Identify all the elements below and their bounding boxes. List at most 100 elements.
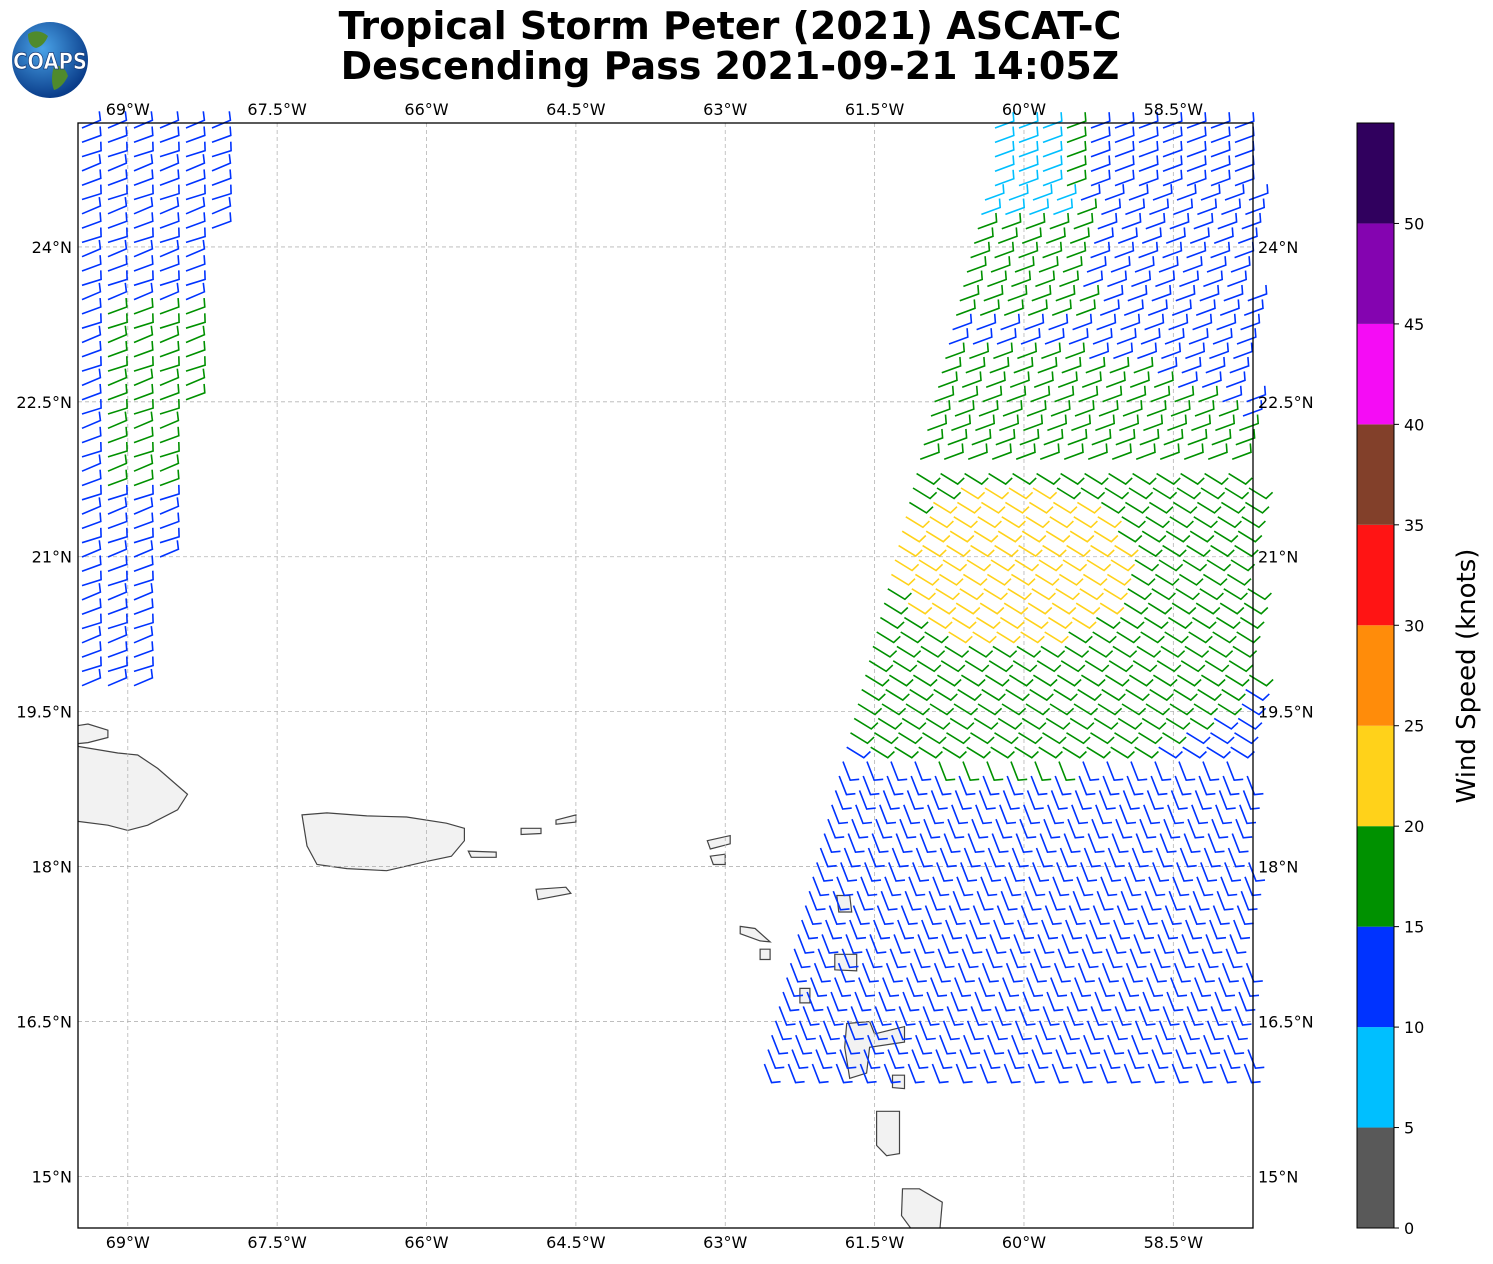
wind-barb — [869, 934, 887, 954]
wind-barb — [1207, 833, 1225, 854]
wind-barb — [940, 660, 966, 673]
wind-barb — [977, 516, 1002, 529]
wind-barb — [1042, 241, 1063, 259]
wind-barb — [1018, 732, 1043, 745]
wind-barb — [1233, 919, 1251, 940]
wind-barb — [1237, 717, 1263, 730]
wind-barb — [1102, 385, 1123, 403]
wind-barb — [1122, 400, 1143, 417]
wind-barb — [1090, 241, 1111, 259]
wind-barb — [1042, 544, 1067, 558]
wind-barb — [1074, 790, 1092, 810]
wind-barb — [81, 626, 102, 644]
wind-barb — [1177, 948, 1195, 969]
wind-barb — [1107, 270, 1128, 288]
wind-barb — [107, 454, 128, 472]
wind-barb — [911, 1049, 929, 1070]
wind-barb — [1188, 328, 1209, 345]
wind-barb — [881, 703, 907, 716]
wind-barb — [1083, 847, 1101, 868]
wind-barb — [1170, 400, 1191, 417]
wind-barb — [994, 169, 1015, 187]
land-hispaniola — [78, 723, 189, 832]
wind-barb — [935, 588, 960, 601]
wind-barb — [1156, 660, 1182, 673]
wind-barb — [159, 411, 180, 430]
wind-barb — [1001, 212, 1022, 230]
wind-barb — [1011, 847, 1029, 868]
wind-barb — [81, 454, 102, 472]
wind-barb — [1080, 862, 1098, 882]
wind-barb — [81, 656, 102, 673]
wind-barb — [1225, 948, 1243, 969]
wind-barb — [1025, 212, 1046, 230]
wind-barb — [1227, 270, 1248, 288]
wind-barb — [994, 241, 1015, 259]
wind-barb — [1066, 112, 1087, 129]
wind-barb — [990, 256, 1011, 273]
wind-barb — [995, 818, 1013, 839]
wind-barb — [1162, 126, 1183, 144]
wind-barb — [159, 469, 180, 487]
wind-barb — [1018, 112, 1039, 129]
wind-barb — [1162, 732, 1187, 745]
wind-barb — [879, 804, 897, 825]
wind-barb — [107, 126, 128, 144]
wind-barb — [107, 282, 128, 301]
wind-barb — [133, 512, 154, 530]
wind-barb — [984, 184, 1005, 201]
wind-barb — [159, 527, 180, 544]
wind-barb — [887, 588, 912, 601]
wind-barb — [1001, 516, 1026, 529]
wind-barb — [856, 890, 874, 911]
wind-barb — [1190, 991, 1208, 1012]
wind-barb — [1176, 184, 1197, 201]
wind-barb — [185, 270, 206, 287]
wind-barb — [1011, 270, 1032, 288]
wind-barb — [1018, 126, 1039, 144]
wind-barb — [1122, 790, 1140, 810]
wind-barb — [1137, 919, 1155, 940]
wind-barb — [1044, 328, 1065, 345]
wind-barb — [810, 977, 828, 998]
wind-barb — [1013, 934, 1031, 954]
wind-barb — [951, 414, 972, 432]
colorbar-tick-label: 35 — [1404, 516, 1424, 535]
wind-barb — [1109, 356, 1130, 374]
wind-barb — [133, 368, 154, 387]
wind-barb — [865, 948, 883, 969]
wind-barb — [1016, 645, 1042, 658]
wind-barb — [133, 126, 154, 144]
lat-label-right: 22.5°N — [1258, 393, 1314, 412]
wind-barb — [839, 1049, 857, 1070]
wind-barb — [870, 746, 895, 759]
wind-barb — [906, 977, 924, 998]
lon-label-top: 69°W — [106, 100, 150, 119]
wind-barb — [1066, 544, 1091, 558]
wind-barb — [1238, 991, 1256, 1012]
wind-barb — [1068, 905, 1086, 926]
wind-barb — [1239, 616, 1265, 630]
wind-barb — [1178, 761, 1196, 782]
wind-barb — [81, 383, 102, 401]
wind-barb — [976, 313, 997, 331]
wind-barb — [1217, 703, 1243, 716]
wind-barb — [1054, 385, 1075, 403]
wind-barb — [1033, 948, 1051, 969]
wind-barb — [885, 962, 903, 983]
wind-barb — [1146, 977, 1164, 998]
wind-barb — [978, 790, 996, 810]
wind-barb — [947, 428, 968, 446]
lon-label-top: 60°W — [1002, 100, 1046, 119]
wind-barb — [1168, 313, 1189, 331]
wind-barb — [943, 833, 961, 854]
wind-barb — [1182, 559, 1208, 572]
wind-barb — [1026, 790, 1044, 810]
wind-barb — [1079, 1049, 1097, 1070]
wind-barb — [1162, 169, 1183, 187]
wind-barb — [1222, 775, 1240, 796]
wind-barb — [985, 371, 1006, 388]
wind-barb — [1101, 962, 1119, 983]
wind-barb — [1199, 284, 1220, 302]
wind-barb — [834, 790, 852, 810]
